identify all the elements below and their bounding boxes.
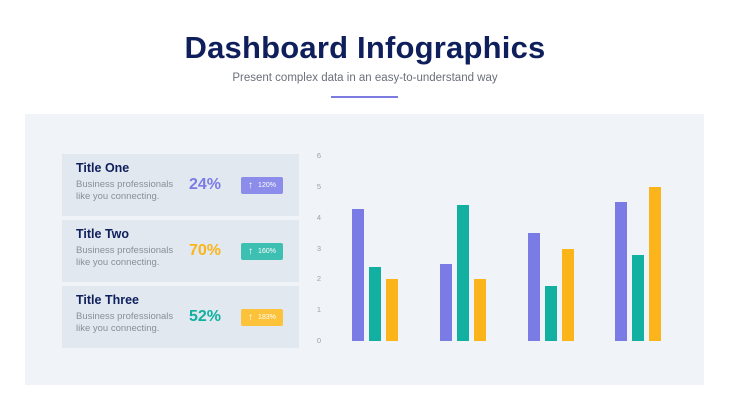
- y-axis-tick: 3: [316, 243, 322, 253]
- card-title: Title One: [76, 161, 130, 175]
- badge-value: 160%: [258, 248, 276, 255]
- card-description: Business professionals like you connecti…: [76, 245, 186, 268]
- card-desc-line: like you connecting.: [76, 256, 160, 268]
- stat-card-2: Title Two Business professionals like yo…: [62, 220, 299, 282]
- y-axis-tick: 5: [316, 182, 322, 191]
- card-desc-line: like you connecting.: [76, 322, 160, 334]
- y-axis-tick: 6: [316, 151, 322, 161]
- card-percent: 52%: [189, 308, 222, 325]
- bar-3-2: [545, 285, 557, 341]
- y-axis-tick: 4: [316, 212, 322, 222]
- y-axis-tick: 1: [316, 305, 322, 315]
- card-description: Business professionals like you connecti…: [76, 311, 186, 334]
- card-desc-line: Business professionals: [76, 245, 174, 256]
- bar-1-1: [352, 208, 364, 341]
- card-title: Title Three: [76, 293, 139, 307]
- bar-4-2: [632, 254, 644, 341]
- badge-value: 183%: [258, 314, 276, 321]
- bar-1-2: [369, 267, 381, 341]
- growth-badge: ↑ 160%: [241, 243, 283, 260]
- growth-badge: ↑ 183%: [241, 309, 283, 326]
- card-description: Business professionals like you connecti…: [76, 179, 186, 202]
- bar-3-1: [528, 233, 540, 341]
- badge-value: 120%: [258, 182, 276, 189]
- arrow-up-icon: ↑: [248, 311, 254, 323]
- bar-2-1: [440, 264, 452, 341]
- y-axis-tick: 2: [316, 274, 322, 284]
- stat-card-1: Title One Business professionals like yo…: [62, 154, 299, 216]
- growth-badge: ↑ 120%: [241, 177, 283, 194]
- bar-4-3: [649, 187, 661, 341]
- arrow-up-icon: ↑: [248, 179, 254, 191]
- bar-3-3: [562, 248, 574, 341]
- bar-2-3: [474, 279, 486, 341]
- card-title: Title Two: [76, 227, 130, 241]
- card-desc-line: like you connecting.: [76, 190, 160, 202]
- card-percent: 70%: [189, 242, 222, 259]
- card-desc-line: Business professionals: [76, 311, 174, 322]
- page-subtitle: Present complex data in an easy-to-under…: [232, 72, 498, 84]
- stat-card-3: Title Three Business professionals like …: [62, 286, 299, 348]
- title-divider: [331, 96, 398, 98]
- card-desc-line: Business professionals: [76, 179, 174, 190]
- y-axis-tick: 0: [316, 336, 322, 345]
- card-percent: 24%: [189, 176, 222, 193]
- bar-1-3: [386, 279, 398, 341]
- arrow-up-icon: ↑: [248, 245, 254, 257]
- bar-2-2: [457, 205, 469, 341]
- bar-4-1: [615, 202, 627, 341]
- page-title: Dashboard Infographics: [184, 30, 546, 65]
